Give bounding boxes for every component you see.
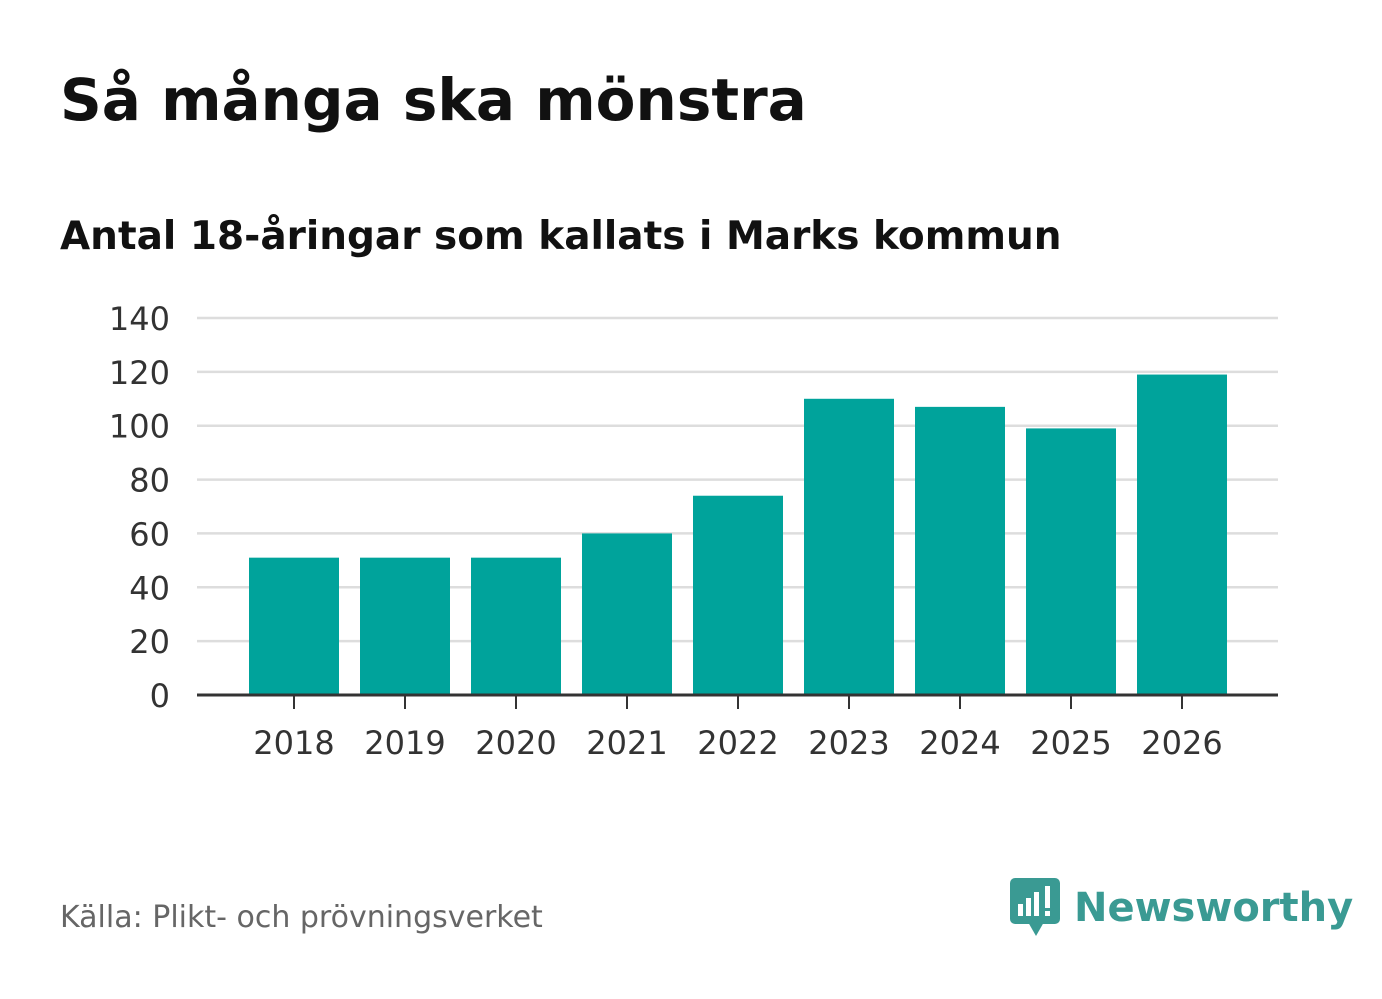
- y-tick-label: 0: [150, 677, 170, 715]
- bar: [249, 557, 339, 695]
- x-tick-label: 2021: [586, 724, 667, 762]
- x-tick-label: 2024: [919, 724, 1000, 762]
- x-tick-label: 2026: [1141, 724, 1222, 762]
- bar: [693, 495, 783, 695]
- y-tick-label: 100: [109, 408, 170, 446]
- newsworthy-logo-icon: [1010, 878, 1060, 936]
- y-tick-label: 140: [109, 300, 170, 338]
- x-tick-label: 2022: [697, 724, 778, 762]
- bar: [1026, 428, 1116, 695]
- y-tick-label: 20: [129, 623, 170, 661]
- bar: [471, 557, 561, 695]
- bar: [915, 406, 1005, 695]
- source-note: Källa: Plikt- och prövningsverket: [60, 900, 543, 935]
- bar: [804, 398, 894, 695]
- bar: [360, 557, 450, 695]
- y-tick-label: 40: [129, 569, 170, 607]
- x-tick-label: 2020: [475, 724, 556, 762]
- bar: [582, 533, 672, 695]
- bar: [1137, 374, 1227, 695]
- chart-subtitle: Antal 18-åringar som kallats i Marks kom…: [60, 214, 1062, 259]
- x-tick-label: 2025: [1030, 724, 1111, 762]
- y-tick-label: 60: [129, 515, 170, 553]
- x-tick-label: 2018: [253, 724, 334, 762]
- x-tick-label: 2019: [364, 724, 445, 762]
- brand-name: Newsworthy: [1074, 885, 1354, 931]
- y-tick-label: 80: [129, 462, 170, 500]
- chart-title: Så många ska mönstra: [60, 66, 807, 134]
- brand-logo: Newsworthy: [1010, 878, 1353, 938]
- y-tick-label: 120: [109, 354, 170, 392]
- x-tick-label: 2023: [808, 724, 889, 762]
